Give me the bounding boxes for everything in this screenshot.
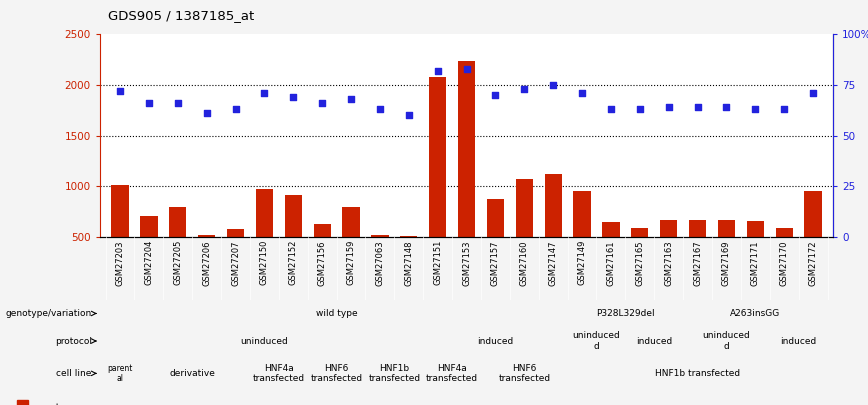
Text: parent
al: parent al bbox=[108, 364, 133, 383]
Text: GSM27165: GSM27165 bbox=[635, 240, 644, 286]
Point bbox=[258, 90, 272, 96]
Text: GSM27206: GSM27206 bbox=[202, 240, 211, 286]
Text: GSM27063: GSM27063 bbox=[376, 240, 385, 286]
Bar bbox=[631, 228, 648, 288]
Bar bbox=[256, 189, 273, 288]
Text: cell line: cell line bbox=[56, 369, 92, 378]
Bar bbox=[487, 200, 504, 288]
Bar bbox=[429, 77, 446, 288]
Text: induced: induced bbox=[636, 337, 673, 345]
Text: GSM27160: GSM27160 bbox=[520, 240, 529, 286]
Point bbox=[171, 100, 185, 107]
Bar bbox=[718, 220, 735, 288]
Bar bbox=[602, 222, 620, 288]
Point bbox=[286, 94, 300, 100]
Text: GSM27148: GSM27148 bbox=[404, 240, 413, 286]
Bar bbox=[574, 192, 591, 288]
Text: GSM27167: GSM27167 bbox=[693, 240, 702, 286]
Point bbox=[431, 68, 444, 74]
Bar bbox=[689, 220, 707, 288]
Text: GSM27169: GSM27169 bbox=[722, 240, 731, 286]
Point bbox=[575, 90, 589, 96]
Text: HNF6
transfected: HNF6 transfected bbox=[498, 364, 550, 383]
Text: GSM27152: GSM27152 bbox=[289, 240, 298, 286]
Point bbox=[113, 88, 127, 94]
Bar bbox=[805, 192, 822, 288]
Bar bbox=[141, 216, 158, 288]
Text: HNF1b transfected: HNF1b transfected bbox=[655, 369, 740, 378]
Point bbox=[720, 104, 733, 111]
Text: GSM27156: GSM27156 bbox=[318, 240, 326, 286]
Text: GSM27163: GSM27163 bbox=[664, 240, 674, 286]
Text: uninduced: uninduced bbox=[240, 337, 288, 345]
Bar bbox=[198, 235, 215, 288]
Text: GDS905 / 1387185_at: GDS905 / 1387185_at bbox=[108, 9, 254, 22]
Point bbox=[604, 106, 618, 113]
Text: GSM27151: GSM27151 bbox=[433, 240, 442, 286]
Point bbox=[691, 104, 705, 111]
Point bbox=[661, 104, 675, 111]
Text: GSM27204: GSM27204 bbox=[144, 240, 154, 286]
Bar bbox=[372, 235, 389, 288]
Point bbox=[546, 82, 560, 88]
Point bbox=[373, 106, 387, 113]
Text: A263insGG: A263insGG bbox=[730, 309, 780, 318]
Point bbox=[517, 86, 531, 92]
Bar bbox=[775, 228, 792, 288]
Point bbox=[489, 92, 503, 98]
Text: GSM27159: GSM27159 bbox=[346, 240, 356, 286]
Text: GSM27207: GSM27207 bbox=[231, 240, 240, 286]
Text: wild type: wild type bbox=[316, 309, 358, 318]
Text: HNF4a
transfected: HNF4a transfected bbox=[426, 364, 478, 383]
Bar bbox=[285, 196, 302, 288]
Point bbox=[633, 106, 647, 113]
Bar bbox=[746, 221, 764, 288]
Text: GSM27172: GSM27172 bbox=[809, 240, 818, 286]
Text: GSM27203: GSM27203 bbox=[115, 240, 124, 286]
Bar bbox=[400, 236, 418, 288]
Bar bbox=[660, 220, 677, 288]
Bar bbox=[17, 400, 28, 405]
Point bbox=[806, 90, 820, 96]
Text: genotype/variation: genotype/variation bbox=[5, 309, 92, 318]
Point bbox=[777, 106, 791, 113]
Text: GSM27171: GSM27171 bbox=[751, 240, 760, 286]
Bar bbox=[111, 185, 128, 288]
Point bbox=[142, 100, 156, 107]
Point bbox=[459, 66, 473, 72]
Point bbox=[748, 106, 762, 113]
Point bbox=[402, 112, 416, 119]
Bar bbox=[227, 229, 244, 288]
Text: uninduced
d: uninduced d bbox=[702, 331, 750, 351]
Point bbox=[344, 96, 358, 102]
Bar bbox=[516, 179, 533, 288]
Bar bbox=[169, 207, 187, 288]
Text: GSM27205: GSM27205 bbox=[174, 240, 182, 286]
Text: GSM27170: GSM27170 bbox=[779, 240, 789, 286]
Point bbox=[315, 100, 329, 107]
Bar bbox=[313, 224, 331, 288]
Text: induced: induced bbox=[477, 337, 514, 345]
Bar bbox=[458, 61, 475, 288]
Bar bbox=[544, 174, 562, 288]
Text: derivative: derivative bbox=[169, 369, 215, 378]
Bar bbox=[342, 207, 359, 288]
Point bbox=[228, 106, 242, 113]
Text: GSM27147: GSM27147 bbox=[549, 240, 557, 286]
Text: induced: induced bbox=[780, 337, 817, 345]
Text: GSM27149: GSM27149 bbox=[577, 240, 587, 286]
Text: P328L329del: P328L329del bbox=[596, 309, 654, 318]
Point bbox=[200, 110, 214, 117]
Text: HNF1b
transfected: HNF1b transfected bbox=[368, 364, 420, 383]
Text: HNF4a
transfected: HNF4a transfected bbox=[253, 364, 305, 383]
Text: GSM27153: GSM27153 bbox=[462, 240, 471, 286]
Text: protocol: protocol bbox=[55, 337, 92, 345]
Text: HNF6
transfected: HNF6 transfected bbox=[311, 364, 363, 383]
Text: uninduced
d: uninduced d bbox=[573, 331, 621, 351]
Text: GSM27157: GSM27157 bbox=[491, 240, 500, 286]
Text: GSM27161: GSM27161 bbox=[607, 240, 615, 286]
Text: GSM27150: GSM27150 bbox=[260, 240, 269, 286]
Text: count: count bbox=[33, 403, 60, 405]
